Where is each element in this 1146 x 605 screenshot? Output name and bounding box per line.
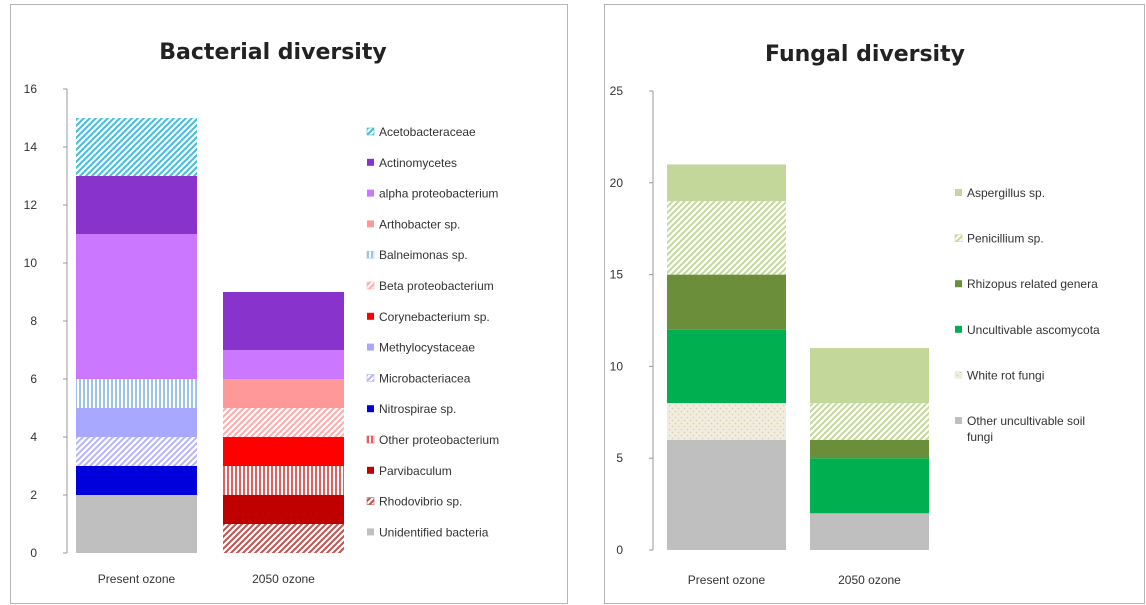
y-tick-label: 16 bbox=[24, 82, 38, 96]
bar-segment-actinomycetes bbox=[76, 176, 197, 234]
legend-swatch-rhizopus-related-genera bbox=[955, 280, 962, 288]
fungal-chart: Fungal diversity 0 5 10 15 20 25 Present ozone… bbox=[610, 42, 1100, 587]
legend-label-acetobacteraceae: Acetobacteraceae bbox=[379, 125, 476, 139]
x-category-label: Present ozone bbox=[98, 572, 176, 586]
legend-label-white-rot-fungi: White rot fungi bbox=[967, 368, 1044, 382]
bar-segment-uncultivable-ascomycota bbox=[667, 329, 786, 404]
legend-label-rhizopus-related-genera: Rhizopus related genera bbox=[967, 277, 1098, 291]
x-category-label: Present ozone bbox=[688, 573, 766, 587]
bar-segment-acetobacteraceae bbox=[76, 118, 197, 176]
bar-segment-microbacteriacea bbox=[76, 437, 197, 466]
legend-swatch-nitrospirae-sp bbox=[367, 405, 374, 413]
legend-swatch-white-rot-fungi bbox=[954, 371, 963, 379]
y-tick-label: 8 bbox=[30, 314, 37, 328]
legend-swatch-parvibaculum bbox=[367, 466, 374, 474]
bar-segment-unidentified-bacteria bbox=[76, 495, 197, 553]
bar-segment-uncultivable-ascomycota bbox=[810, 458, 929, 514]
legend-label-uncultivable-ascomycota: Uncultivable ascomycota bbox=[967, 323, 1100, 337]
legend-swatch-corynebacterium-sp bbox=[367, 312, 374, 320]
bar-segment-other-uncultivable-soil-fungi bbox=[667, 439, 786, 550]
legend-label-other-uncultivable-soil-fungi: Other uncultivable soil fungi bbox=[967, 414, 1085, 444]
bar-segment-corynebacterium-sp bbox=[223, 437, 344, 466]
legend-label-nitrospirae-sp: Nitrospirae sp. bbox=[379, 402, 456, 416]
x-category-label: 2050 ozone bbox=[252, 572, 315, 586]
y-tick-label: 20 bbox=[610, 176, 624, 190]
bar-segment-aspergillus-sp bbox=[667, 164, 786, 202]
legend-swatch-penicillium-sp bbox=[954, 234, 963, 242]
legend-swatch-other-uncultivable-soil-fungi bbox=[955, 417, 962, 424]
y-tick-label: 10 bbox=[610, 359, 624, 373]
bar-segment-aspergillus-sp bbox=[810, 348, 929, 404]
legend-label-rhodovibrio-sp: Rhodovibrio sp. bbox=[379, 495, 462, 509]
y-tick-label: 4 bbox=[30, 430, 37, 444]
legend-label-microbacteriacea: Microbacteriacea bbox=[379, 371, 471, 385]
y-tick-label: 15 bbox=[610, 268, 624, 282]
y-tick-label: 12 bbox=[24, 198, 38, 212]
legend-swatch-unidentified-bacteria bbox=[367, 528, 374, 536]
bar-segment-nitrospirae-sp bbox=[76, 466, 197, 495]
bar-segment-penicillium-sp bbox=[810, 403, 929, 440]
legend-label-other-proteobacterium: Other proteobacterium bbox=[379, 433, 499, 447]
y-tick-label: 0 bbox=[616, 543, 623, 557]
legend-swatch-rhodovibrio-sp bbox=[366, 497, 375, 505]
legend-swatch-balneimonas-sp bbox=[366, 250, 375, 259]
legend-label-methylocystaceae: Methylocystaceae bbox=[379, 341, 475, 355]
legend-label-beta-proteobacterium: Beta proteobacterium bbox=[379, 279, 494, 293]
bar-segment-rhizopus-related-genera bbox=[667, 274, 786, 330]
legend-label-parvibaculum: Parvibaculum bbox=[379, 464, 452, 478]
bar-segment-white-rot-fungi bbox=[667, 403, 786, 440]
legend-swatch-methylocystaceae bbox=[367, 343, 374, 351]
legend-swatch-actinomycetes bbox=[367, 158, 374, 166]
y-tick-label: 10 bbox=[24, 256, 38, 270]
legend-swatch-other-proteobacterium bbox=[366, 435, 375, 444]
y-tick-label: 25 bbox=[610, 84, 624, 98]
legend-label-actinomycetes: Actinomycetes bbox=[379, 156, 457, 170]
y-tick-label: 14 bbox=[24, 140, 38, 154]
bar-segment-parvibaculum bbox=[223, 495, 344, 524]
bar-segment-other-proteobacterium bbox=[223, 466, 344, 495]
bar-segment-rhodovibrio-sp bbox=[223, 524, 344, 553]
bar-segment-beta-proteobacterium bbox=[223, 408, 344, 437]
legend-swatch-beta-proteobacterium bbox=[366, 281, 375, 290]
bar-segment-balneimonas-sp bbox=[76, 379, 197, 408]
legend-label-balneimonas-sp: Balneimonas sp. bbox=[379, 248, 468, 262]
y-tick-label: 5 bbox=[616, 451, 623, 465]
bar-segment-actinomycetes bbox=[223, 292, 344, 350]
legend-label-alpha-proteobacterium: alpha proteobacterium bbox=[379, 187, 498, 201]
bar-segment-alpha-proteobacterium bbox=[76, 234, 197, 379]
legend-swatch-aspergillus-sp bbox=[955, 189, 962, 196]
legend-label-aspergillus-sp: Aspergillus sp. bbox=[967, 186, 1045, 200]
bar-segment-rhizopus-related-genera bbox=[810, 439, 929, 459]
legend-swatch-arthobacter-sp bbox=[367, 220, 374, 228]
bar-segment-methylocystaceae bbox=[76, 408, 197, 437]
legend-label-unidentified-bacteria: Unidentified bacteria bbox=[379, 525, 489, 539]
x-category-label: 2050 ozone bbox=[838, 573, 901, 587]
legend-label-corynebacterium-sp: Corynebacterium sp. bbox=[379, 310, 490, 324]
legend-swatch-alpha-proteobacterium bbox=[367, 189, 374, 197]
y-tick-label: 6 bbox=[30, 372, 37, 386]
legend-label-penicillium-sp: Penicillium sp. bbox=[967, 232, 1044, 246]
bacterial-chart: Bacterial diversity 0 2 4 6 8 10 12 14 16 Present… bbox=[24, 40, 499, 586]
legend-swatch-uncultivable-ascomycota bbox=[955, 325, 962, 333]
bar-segment-other-uncultivable-soil-fungi bbox=[810, 513, 929, 550]
fungal-chart-panel: Fungal diversity 0 5 10 15 20 25 Present ozone… bbox=[604, 4, 1145, 604]
legend-swatch-acetobacteraceae bbox=[366, 127, 375, 136]
legend-label-arthobacter-sp: Arthobacter sp. bbox=[379, 217, 460, 231]
chart-title: Fungal diversity bbox=[765, 42, 965, 67]
bar-segment-arthobacter-sp bbox=[223, 379, 344, 408]
legend-swatch-microbacteriacea bbox=[366, 374, 375, 382]
bar-segment-alpha-proteobacterium bbox=[223, 350, 344, 379]
chart-title: Bacterial diversity bbox=[159, 40, 386, 65]
y-tick-label: 2 bbox=[30, 488, 37, 502]
bar-segment-penicillium-sp bbox=[667, 201, 786, 275]
y-tick-label: 0 bbox=[30, 546, 37, 560]
bacterial-chart-panel: Bacterial diversity 0 2 4 6 8 10 12 14 16 Present… bbox=[10, 4, 568, 604]
